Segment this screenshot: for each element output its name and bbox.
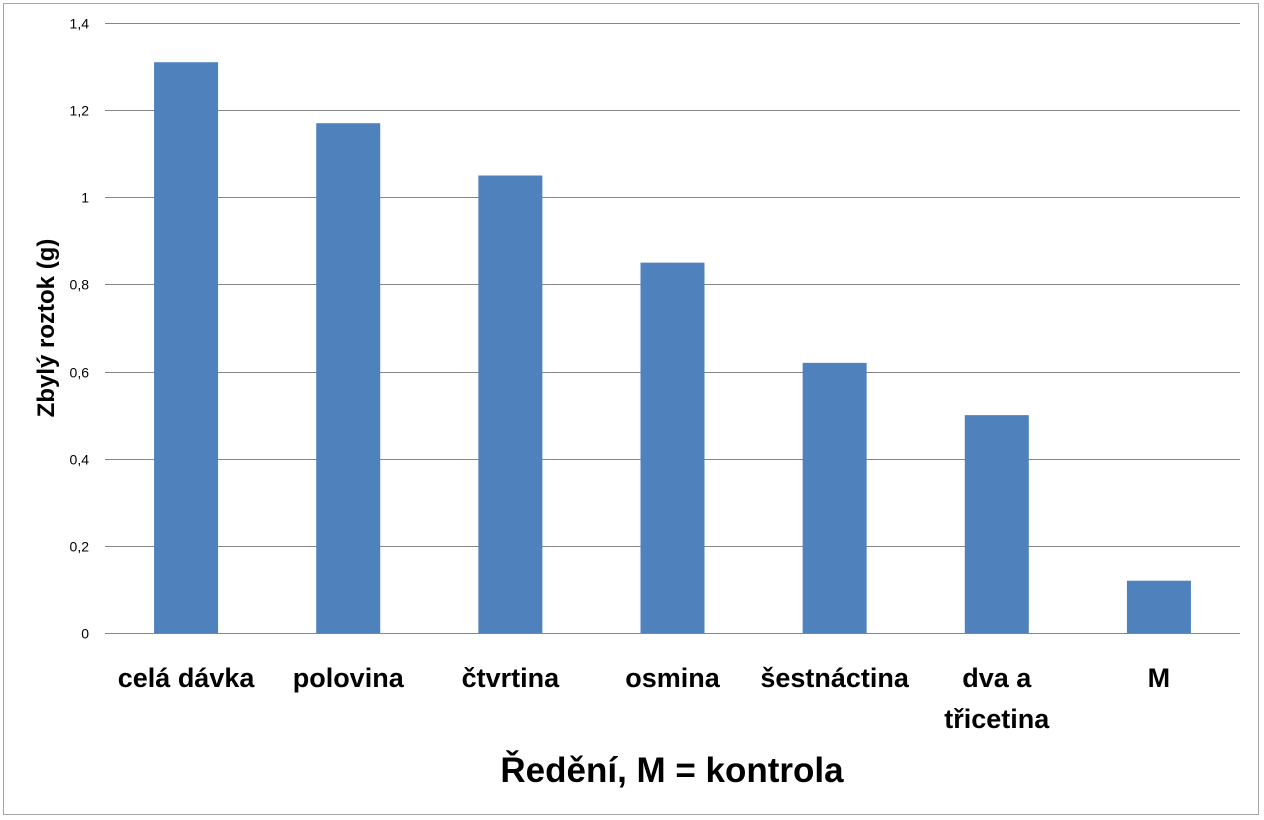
x-category-label: třicetina xyxy=(944,704,1050,734)
x-category-label: dva a xyxy=(962,663,1032,693)
bar xyxy=(640,262,705,633)
bar xyxy=(478,175,543,633)
y-tick-label: 0,6 xyxy=(70,365,90,381)
x-category-labels: celá dávka polovina čtvrtina osmina šestnáct… xyxy=(118,663,1170,734)
x-axis-title: Ředění, M = kontrola xyxy=(500,750,844,790)
y-tick-label: 1,2 xyxy=(70,103,90,119)
bar xyxy=(154,62,219,633)
y-tick-label: 0,8 xyxy=(70,277,90,293)
y-tick-label: 0,2 xyxy=(70,539,90,555)
y-axis-title: Zbylý roztok (g) xyxy=(33,239,60,418)
x-category-label: šestnáctina xyxy=(760,663,910,693)
y-tick-label: 0,4 xyxy=(70,452,90,468)
x-category-label: čtvrtina xyxy=(462,663,561,693)
bars xyxy=(154,62,1191,633)
y-tick-labels: 0 0,2 0,4 0,6 0,8 1 1,2 1,4 xyxy=(70,16,90,642)
x-category-label: celá dávka xyxy=(118,663,256,693)
bar xyxy=(802,362,867,633)
y-tick-label: 0 xyxy=(81,626,89,642)
bar xyxy=(316,123,381,633)
x-category-label: osmina xyxy=(625,663,721,693)
bar xyxy=(1126,580,1191,633)
bar xyxy=(964,415,1029,633)
y-tick-label: 1,4 xyxy=(70,16,90,32)
y-tick-label: 1 xyxy=(81,190,89,206)
x-category-label: polovina xyxy=(293,663,405,693)
x-category-label: M xyxy=(1148,663,1171,693)
